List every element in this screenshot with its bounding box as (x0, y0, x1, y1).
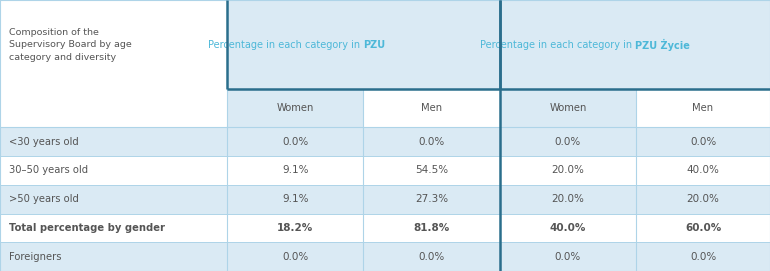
Text: Total percentage by gender: Total percentage by gender (9, 223, 166, 233)
Text: Men: Men (421, 104, 442, 113)
Text: 9.1%: 9.1% (282, 194, 309, 204)
Bar (0, 214, 770, 242)
Bar (500, 0, 770, 89)
Text: 0.0%: 0.0% (282, 252, 309, 262)
Bar (0, 185, 770, 214)
Text: Percentage in each category in: Percentage in each category in (480, 40, 634, 50)
Text: 18.2%: 18.2% (277, 223, 313, 233)
Text: Percentage in each category in: Percentage in each category in (208, 40, 363, 50)
Text: 0.0%: 0.0% (282, 137, 309, 147)
Text: 0.0%: 0.0% (690, 252, 716, 262)
Text: Composition of the
Supervisory Board by age
category and diversity: Composition of the Supervisory Board by … (9, 28, 132, 62)
Bar (227, 89, 363, 127)
Text: Women: Women (549, 104, 587, 113)
Text: 0.0%: 0.0% (690, 137, 716, 147)
Text: 0.0%: 0.0% (418, 137, 445, 147)
Text: PZU: PZU (363, 40, 386, 50)
Text: >50 years old: >50 years old (9, 194, 79, 204)
Bar (0, 156, 770, 185)
Text: Women: Women (276, 104, 314, 113)
Text: 0.0%: 0.0% (418, 252, 445, 262)
Text: Men: Men (692, 104, 714, 113)
Text: Foreigners: Foreigners (9, 252, 62, 262)
Text: 20.0%: 20.0% (551, 166, 584, 175)
Text: 54.5%: 54.5% (415, 166, 448, 175)
Bar (0, 89, 227, 127)
Text: 20.0%: 20.0% (551, 194, 584, 204)
Text: <30 years old: <30 years old (9, 137, 79, 147)
Text: 27.3%: 27.3% (415, 194, 448, 204)
Bar (0, 242, 770, 271)
Text: 60.0%: 60.0% (685, 223, 721, 233)
Text: 9.1%: 9.1% (282, 166, 309, 175)
Bar (363, 89, 500, 127)
Text: 0.0%: 0.0% (554, 137, 581, 147)
Text: 81.8%: 81.8% (413, 223, 450, 233)
Bar (227, 0, 500, 89)
Text: PZU Życie: PZU Życie (634, 39, 690, 51)
Text: 20.0%: 20.0% (687, 194, 719, 204)
Bar (0, 0, 227, 89)
Text: 30–50 years old: 30–50 years old (9, 166, 89, 175)
Bar (500, 89, 636, 127)
Bar (0, 127, 770, 156)
Text: 0.0%: 0.0% (554, 252, 581, 262)
Bar (636, 89, 770, 127)
Text: 40.0%: 40.0% (687, 166, 719, 175)
Text: 40.0%: 40.0% (550, 223, 586, 233)
